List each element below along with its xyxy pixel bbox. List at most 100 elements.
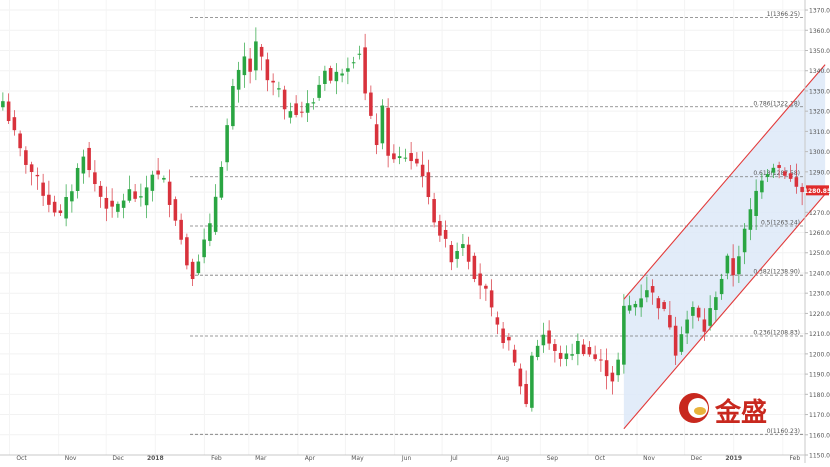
x-axis: Oct Nov Dec 2018 Feb Mar Apr May Jun Jul Aug Sep Oct… bbox=[0, 454, 805, 462]
candle-body bbox=[530, 355, 534, 408]
candle-body bbox=[242, 56, 247, 76]
candle-body bbox=[369, 92, 373, 116]
candle-body bbox=[380, 105, 385, 144]
candle-body bbox=[351, 62, 356, 64]
candle-body bbox=[277, 88, 281, 90]
current-price-tag: 1280.85 bbox=[804, 185, 830, 196]
x-tick-label: Feb bbox=[211, 455, 222, 462]
candle-body bbox=[426, 172, 431, 198]
candle-body bbox=[432, 199, 436, 223]
y-tick-label: 1200.00 bbox=[809, 351, 830, 358]
candle-body bbox=[541, 334, 546, 346]
candle-body bbox=[271, 80, 275, 83]
current-price-label: 1280.85 bbox=[804, 188, 830, 195]
y-tick-label: 1310.00 bbox=[809, 129, 830, 136]
candle-body bbox=[64, 197, 68, 219]
candle-body bbox=[35, 174, 40, 177]
candle-body bbox=[449, 244, 454, 263]
y-tick-label: 1190.00 bbox=[809, 372, 830, 379]
candle-body bbox=[248, 58, 252, 72]
channel-lines bbox=[623, 64, 826, 430]
candle-body bbox=[708, 308, 712, 326]
candle-body bbox=[581, 344, 586, 355]
y-tick-label: 1300.00 bbox=[809, 149, 830, 156]
candle-body bbox=[156, 170, 160, 175]
candle-body bbox=[685, 319, 689, 334]
candle-body bbox=[219, 166, 224, 198]
fib-level-label: 0.618(1287.58) bbox=[753, 170, 800, 177]
x-tick-label: Dec bbox=[691, 455, 703, 462]
candle-body bbox=[742, 228, 747, 253]
candle-body bbox=[800, 186, 804, 193]
x-tick-label: Nov bbox=[65, 455, 77, 462]
candle-body bbox=[150, 174, 155, 191]
candle-body bbox=[70, 191, 74, 202]
fib-level-label: 0.786(1322.18) bbox=[753, 100, 800, 107]
candle-body bbox=[409, 153, 413, 162]
candle-body bbox=[512, 349, 517, 363]
candle-body bbox=[311, 102, 316, 104]
candle-body bbox=[225, 125, 229, 163]
candle-body bbox=[121, 200, 126, 208]
candle-body bbox=[679, 334, 684, 352]
candle-body bbox=[443, 229, 448, 239]
candle-body bbox=[771, 167, 776, 173]
candle-body bbox=[489, 290, 494, 308]
candle-body bbox=[392, 153, 396, 160]
fib-level-label: 1(1366.25) bbox=[767, 11, 800, 18]
x-tick-label: Oct bbox=[16, 455, 27, 462]
candle-body bbox=[420, 164, 425, 177]
candle-body bbox=[731, 258, 735, 276]
candle-body bbox=[6, 101, 11, 122]
candle-body bbox=[236, 69, 241, 90]
candle-body bbox=[173, 199, 178, 221]
candle-body bbox=[363, 47, 367, 94]
y-tick-label: 1270.00 bbox=[809, 210, 830, 217]
x-tick-label: Nov bbox=[643, 455, 655, 462]
candle-body bbox=[133, 191, 137, 199]
candle-body bbox=[87, 147, 91, 171]
candle-body bbox=[737, 256, 741, 275]
candle-body bbox=[340, 73, 344, 76]
y-tick-label: 1210.00 bbox=[809, 331, 830, 338]
candle-body bbox=[41, 182, 45, 196]
candle-body bbox=[288, 111, 293, 118]
candle-body bbox=[696, 307, 701, 318]
candle-body bbox=[570, 354, 574, 356]
candle-body bbox=[328, 68, 333, 81]
candle-body bbox=[386, 107, 390, 156]
candle-body bbox=[535, 345, 540, 358]
candle-body bbox=[265, 59, 270, 81]
candle-body bbox=[645, 290, 649, 298]
candle-body bbox=[190, 261, 195, 280]
y-tick-label: 1230.00 bbox=[809, 291, 830, 298]
candle-body bbox=[714, 297, 718, 310]
candle-body bbox=[357, 53, 362, 55]
candle-body bbox=[650, 286, 655, 293]
candle-body bbox=[466, 244, 471, 262]
x-tick-label: 2018 bbox=[147, 455, 164, 462]
candle-body bbox=[610, 372, 615, 382]
candle-body bbox=[783, 171, 787, 176]
candle-body bbox=[254, 41, 258, 71]
candle-body bbox=[294, 103, 298, 115]
candle-body bbox=[593, 354, 597, 359]
candle-body bbox=[259, 46, 264, 57]
y-tick-label: 1320.00 bbox=[809, 109, 830, 116]
candle-body bbox=[98, 185, 103, 197]
candle-body bbox=[748, 209, 753, 230]
candle-body bbox=[668, 315, 672, 328]
x-tick-label: Feb bbox=[790, 455, 801, 462]
candle-body bbox=[144, 187, 149, 206]
candle-body bbox=[633, 303, 638, 308]
y-tick-label: 1150.00 bbox=[809, 453, 830, 460]
y-axis: 1150.00 1160.00 1170.00 1180.00 1190.00 1200.… bbox=[804, 0, 830, 463]
candle-body bbox=[374, 124, 379, 146]
fib-levels: 1(1366.25) 0.786(1322.18) 0.618(1287.58) 0.… bbox=[190, 11, 805, 435]
candle-body bbox=[127, 189, 132, 201]
candle-body bbox=[501, 328, 505, 343]
logo-mark-gold bbox=[694, 407, 706, 415]
candle-body bbox=[18, 133, 22, 149]
